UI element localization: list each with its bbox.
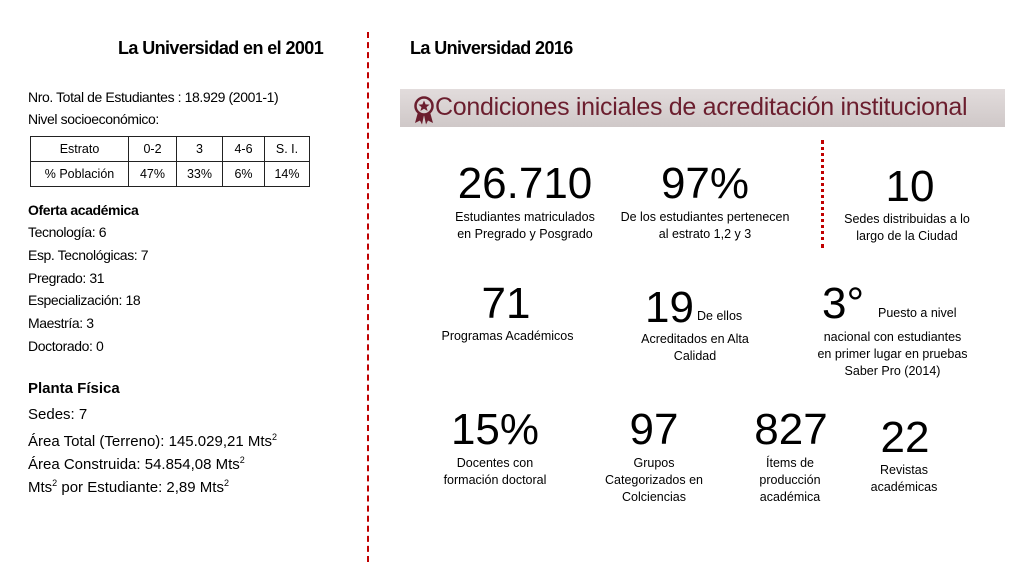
stat-students-label: Estudiantes matriculados en Pregrado y Po… xyxy=(455,210,595,241)
planta-heading: Planta Física xyxy=(28,380,120,397)
table-cell: 47% xyxy=(128,161,177,187)
stat-sedes-number: 10 xyxy=(885,162,935,211)
planta-area-construida: Área Construida: 54.854,08 Mts2 xyxy=(28,455,245,473)
stat-items-label: Ítems de producción académica xyxy=(759,456,821,504)
table-cell: 0-2 xyxy=(128,136,177,162)
stat-grupos-label: Grupos Categorizados en Colciencias xyxy=(605,456,703,504)
table-row: Estrato 0-2 3 4-6 S. I. xyxy=(30,136,310,162)
stat-docentes-number: 15% xyxy=(450,405,540,454)
oferta-item: Maestría: 3 xyxy=(28,315,94,331)
stat-items-number: 827 xyxy=(754,405,828,454)
right-title: La Universidad 2016 xyxy=(410,38,573,58)
table-cell: Estrato xyxy=(30,136,129,162)
oferta-item: Pregrado: 31 xyxy=(28,270,105,286)
total-students: Nro. Total de Estudiantes : 18.929 (2001… xyxy=(28,89,279,105)
stat-puesto-label: nacional con estudiantes en primer lugar … xyxy=(817,330,968,378)
stat-estrato-label: De los estudiantes pertenecen al estrato … xyxy=(620,210,790,241)
stat-acreditados-suffix: De ellos xyxy=(697,309,743,323)
planta-mts-estudiante: Mts2 por Estudiante: 2,89 Mts2 xyxy=(28,478,229,496)
stat-acreditados-label: Acreditados en Alta Calidad xyxy=(641,332,749,363)
stat-programas-label: Programas Académicos xyxy=(441,329,574,343)
oferta-item: Especialización: 18 xyxy=(28,292,141,308)
award-ribbon-icon xyxy=(414,96,434,125)
stat-grupos-number: 97 xyxy=(629,405,679,454)
stat-programas-number: 71 xyxy=(481,279,531,328)
socio-label: Nivel socioeconómico: xyxy=(28,111,159,127)
stat-sedes-label: Sedes distribuidas a lo largo de la Ciuda… xyxy=(844,212,970,243)
stat-puesto-number: 3° xyxy=(822,279,865,328)
stat-revistas-number: 22 xyxy=(880,413,930,462)
planta-sedes: Sedes: 7 xyxy=(28,406,88,423)
table-cell: 33% xyxy=(176,161,223,187)
table-cell: 14% xyxy=(264,161,310,187)
stat-estrato-number: 97% xyxy=(660,159,750,208)
banner xyxy=(400,89,1005,127)
left-title: La Universidad en el 2001 xyxy=(118,38,324,58)
oferta-item: Tecnología: 6 xyxy=(28,224,107,240)
table-cell: 4-6 xyxy=(222,136,265,162)
table-row: % Población 47% 33% 6% 14% xyxy=(30,161,310,187)
oferta-item: Esp. Tecnológicas: 7 xyxy=(28,247,149,263)
stat-students-number: 26.710 xyxy=(457,159,593,208)
oferta-item: Doctorado: 0 xyxy=(28,338,104,354)
stat-puesto-suffix: Puesto a nivel xyxy=(878,306,957,320)
stats-divider xyxy=(821,140,824,248)
table-cell: 6% xyxy=(222,161,265,187)
column-divider xyxy=(367,32,369,562)
stat-revistas-label: Revistas académicas xyxy=(870,463,938,494)
stat-docentes-label: Docentes con formación doctoral xyxy=(443,456,547,487)
planta-area-total: Área Total (Terreno): 145.029,21 Mts2 xyxy=(28,432,278,450)
socioeconomic-table: Estrato 0-2 3 4-6 S. I. % Población 47% … xyxy=(30,136,310,187)
stat-acreditados-number: 19 xyxy=(645,283,694,332)
oferta-heading: Oferta académica xyxy=(28,202,139,218)
table-cell: % Población xyxy=(30,161,129,187)
table-cell: S. I. xyxy=(264,136,310,162)
banner-title: Condiciones iniciales de acreditación in… xyxy=(435,93,968,121)
table-cell: 3 xyxy=(176,136,223,162)
